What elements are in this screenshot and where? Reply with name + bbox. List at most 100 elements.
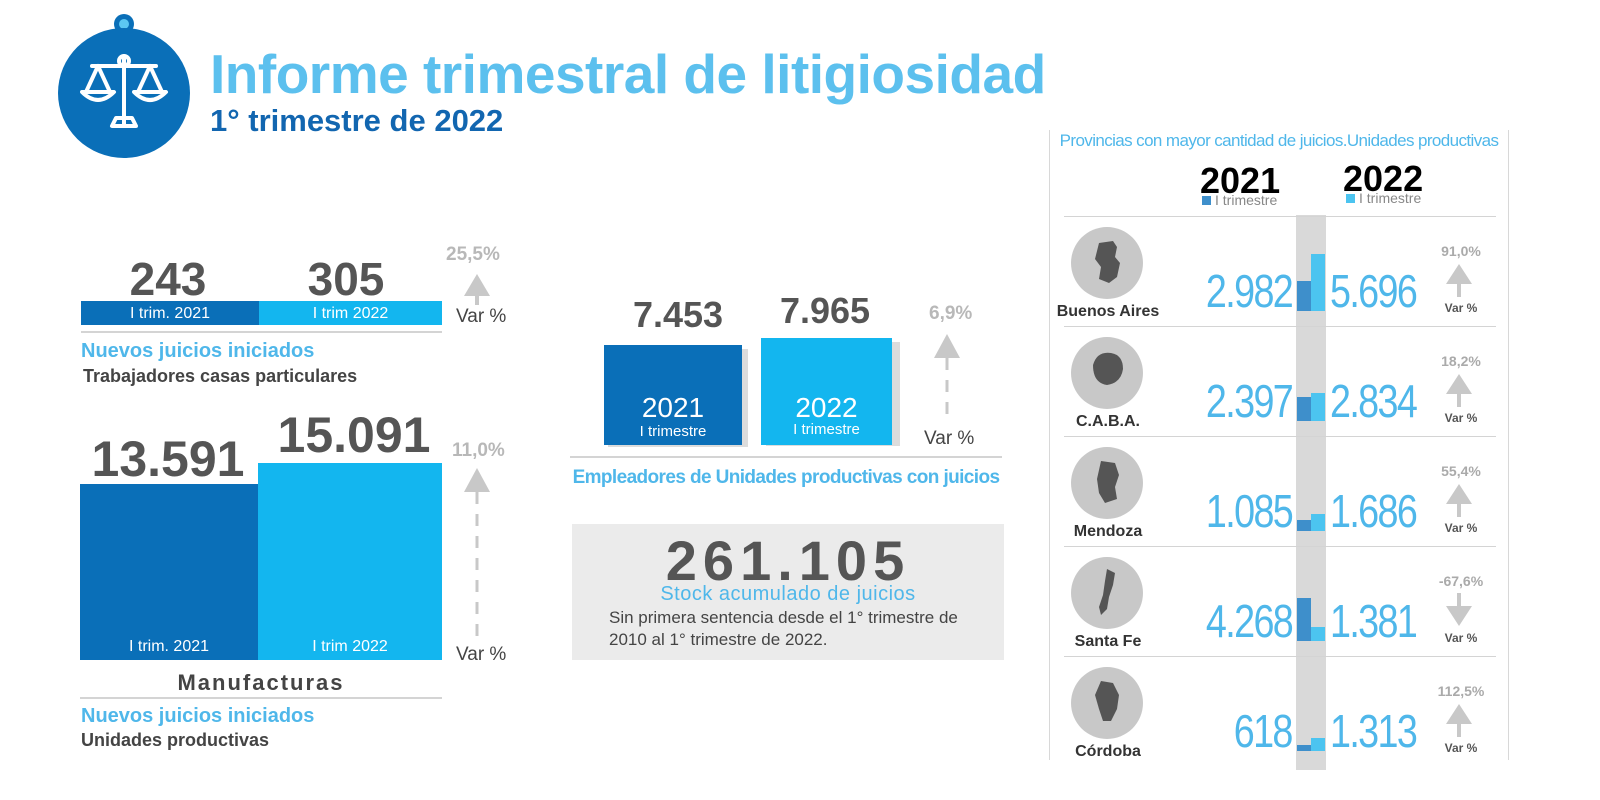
casas-title: Nuevos juicios iniciados	[81, 340, 315, 362]
manuf-bar-2022	[258, 463, 442, 660]
bar-2021	[1297, 281, 1311, 311]
prov-row-divider	[1064, 216, 1496, 217]
province-name: Córdoba	[1075, 743, 1141, 760]
empl-var-pct: 6,9%	[929, 303, 973, 324]
scales-icon	[58, 28, 190, 158]
empl-bar-2021	[604, 345, 742, 445]
stock-desc-line2: 2010 al 1° trimestre de 2022.	[609, 630, 828, 649]
prov-right-border	[1508, 130, 1509, 760]
up-arrow-icon	[1444, 702, 1474, 743]
manuf-var-pct: 11,0%	[452, 440, 505, 461]
stock-value: 261.105	[665, 529, 911, 592]
casas-var-label: Var %	[456, 306, 507, 327]
value-2022-label: 1.313	[1330, 705, 1418, 757]
empl-year-2022: 2022	[795, 392, 858, 423]
var-label: Var %	[1444, 411, 1478, 425]
empl-title: Empleadores de Unidades productivas con …	[572, 467, 1000, 488]
prov-legend-2021: I trimestre	[1202, 192, 1277, 208]
prov-year-2021: 2021	[1200, 160, 1281, 201]
var-pct: 18,2%	[1441, 353, 1481, 369]
empl-divider	[570, 456, 1002, 458]
manuf-caption: Manufacturas	[177, 670, 345, 695]
province-map-icon	[1071, 337, 1143, 409]
value-2021-label: 2.982	[1205, 265, 1294, 317]
value-2022-label: 1.381	[1330, 595, 1418, 647]
legend-swatch-2021	[1202, 196, 1211, 205]
var-pct: 55,4%	[1441, 463, 1481, 479]
province-name: Buenos Aires	[1056, 303, 1160, 320]
prov-title: Provincias con mayor cantidad de juicios…	[1059, 131, 1499, 150]
prov-year-2022: 2022	[1343, 158, 1424, 199]
casas-bar-2022	[259, 301, 442, 325]
casas-bar-2021	[81, 301, 259, 325]
var-label: Var %	[1444, 631, 1478, 645]
value-2022-label: 5.696	[1330, 265, 1418, 317]
empl-value-2022: 7.965	[779, 290, 871, 331]
value-2021-label: 2.397	[1205, 375, 1294, 427]
empl-quarter-2021: I trimestre	[639, 423, 707, 440]
legend-swatch-2022	[1346, 194, 1355, 203]
province-map-icon	[1071, 667, 1143, 739]
empl-bar-2022	[761, 338, 892, 445]
bar-2021	[1297, 598, 1311, 641]
bar-2021	[1297, 745, 1311, 751]
province-map-icon	[1071, 227, 1143, 299]
value-2021-label: 1.085	[1205, 485, 1294, 537]
prov-row-divider	[1064, 326, 1496, 327]
manuf-label-2021: I trim. 2021	[128, 638, 210, 655]
casas-label-2021: I trim. 2021	[129, 305, 211, 322]
province-name: C.A.B.A.	[1076, 413, 1140, 430]
var-pct: 112,5%	[1437, 683, 1485, 699]
casas-subtitle: Trabajadores casas particulares	[83, 366, 358, 386]
empl-value-2021: 7.453	[632, 294, 724, 335]
up-arrow-icon	[1444, 262, 1474, 303]
stock-panel	[572, 524, 1004, 660]
casas-label-2022: I trim 2022	[312, 305, 389, 322]
bar-2022	[1311, 738, 1325, 751]
bar-2021	[1297, 397, 1311, 421]
manuf-divider	[80, 697, 442, 699]
prov-row-divider	[1064, 656, 1496, 657]
prov-row-divider	[1064, 436, 1496, 437]
empl-up-arrow-icon	[934, 334, 960, 424]
prov-left-border	[1049, 130, 1050, 760]
var-label: Var %	[1444, 741, 1478, 755]
stock-desc-line1: Sin primera sentencia desde el 1° trimes…	[609, 608, 958, 627]
bar-2022	[1311, 393, 1325, 421]
manuf-up-arrow-icon	[464, 468, 490, 644]
manuf-value-2022: 15.091	[277, 407, 431, 463]
stock-title: Stock acumulado de juicios	[660, 583, 916, 605]
page-title: Informe trimestral de litigiosidad	[210, 43, 1046, 105]
province-name: Mendoza	[1073, 523, 1143, 540]
casas-divider	[81, 331, 442, 333]
prov-legend-2022: I trimestre	[1346, 190, 1421, 206]
var-pct: -67,6%	[1438, 573, 1484, 589]
province-map-icon	[1071, 557, 1143, 629]
casas-up-arrow-icon	[464, 274, 490, 305]
casas-value-2022: 305	[307, 253, 385, 305]
var-pct: 91,0%	[1441, 243, 1481, 259]
bar-2021	[1297, 520, 1311, 531]
prov-row-divider	[1064, 546, 1496, 547]
value-2022-label: 1.686	[1330, 485, 1418, 537]
manuf-label-2022: I trim 2022	[312, 638, 388, 655]
down-arrow-icon	[1444, 592, 1474, 633]
value-2021-label: 618	[1233, 705, 1294, 757]
bar-2022	[1311, 627, 1325, 641]
up-arrow-icon	[1444, 482, 1474, 523]
manuf-subtitle: Unidades productivas	[81, 730, 270, 750]
bar-2022	[1311, 254, 1325, 311]
province-map-icon	[1071, 447, 1143, 519]
page-subtitle: 1° trimestre de 2022	[210, 103, 504, 138]
manuf-var-label: Var %	[456, 644, 507, 665]
var-label: Var %	[1444, 521, 1478, 535]
manuf-bar-2021	[80, 484, 258, 660]
empl-quarter-2022: I trimestre	[793, 421, 860, 438]
casas-value-2021: 243	[129, 253, 207, 305]
casas-var-pct: 25,5%	[446, 244, 500, 265]
manuf-title: Nuevos juicios iniciados	[81, 705, 315, 727]
value-2022-label: 2.834	[1330, 375, 1418, 427]
up-arrow-icon	[1444, 372, 1474, 413]
manuf-value-2021: 13.591	[91, 431, 245, 487]
var-label: Var %	[1444, 301, 1478, 315]
